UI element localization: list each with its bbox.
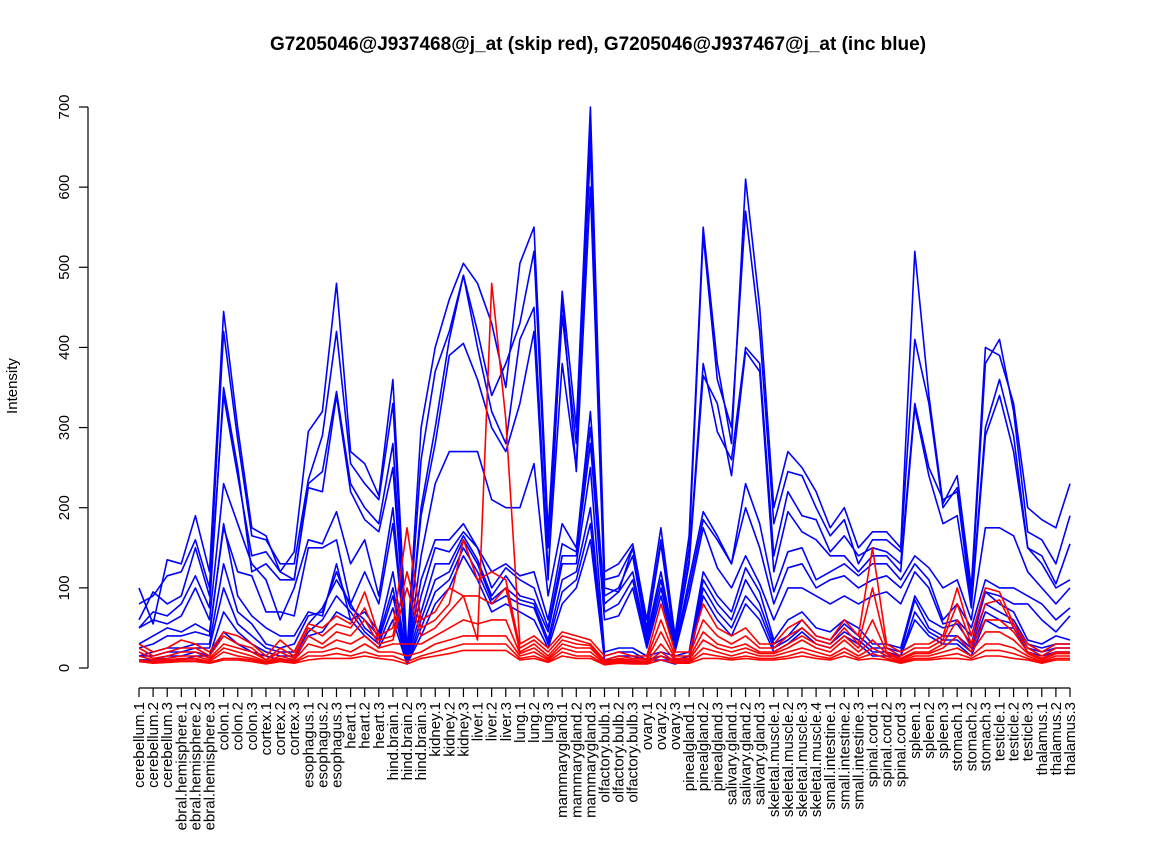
x-tick-label: hind.brain.2 [399, 702, 416, 780]
x-tick-label: skeletal.muscle.3 [794, 702, 811, 817]
x-tick-label: kidney.1 [427, 702, 444, 757]
x-tick-label: mammarygland.2 [568, 702, 585, 818]
x-tick-label: thalamus.3 [1062, 702, 1079, 775]
x-tick-label: spinal.cord.3 [893, 702, 910, 787]
x-tick-label: cortex.3 [286, 702, 303, 755]
x-tick-label: heart.2 [357, 702, 374, 749]
x-tick-label: colon.3 [244, 702, 261, 750]
x-tick-label: stomach.1 [949, 702, 966, 771]
x-tick-label: colon.1 [216, 702, 233, 750]
x-axis: cerebellum.1cerebellum.2cerebellum.3ebra… [131, 687, 1079, 830]
x-tick-label: ovary.1 [639, 702, 656, 750]
x-tick-label: spleen.3 [935, 702, 952, 759]
inc-blue-series-line-6 [138, 426, 1071, 661]
x-tick-label: testicle.2 [1006, 702, 1023, 761]
x-tick-label: ovary.2 [653, 702, 670, 750]
series-layer [138, 106, 1071, 666]
x-tick-label: salivary.gland.1 [724, 702, 741, 805]
y-axis: 0 100 200 300 400 500 600 700 [56, 94, 89, 672]
x-tick-label: ebral.hemisphere.2 [187, 702, 204, 830]
x-tick-label: cerebellum.3 [159, 702, 176, 788]
x-tick-label: salivary.gland.2 [738, 702, 755, 805]
x-tick-label: esophagus.3 [329, 702, 346, 788]
x-tick-label: cortex.2 [272, 702, 289, 755]
x-tick-label: olfactory.bulb.2 [611, 702, 628, 803]
y-axis-label: Intensity [4, 358, 21, 414]
x-tick-label: cortex.1 [258, 702, 275, 755]
x-tick-label: spleen.2 [921, 702, 938, 759]
x-tick-label: hind.brain.1 [385, 702, 402, 780]
x-tick-label: small.intestine.1 [822, 702, 839, 810]
y-tick-label: 100 [56, 575, 73, 600]
chart-title: G7205046@J937468@j_at (skip red), G72050… [270, 34, 926, 55]
x-tick-label: cerebellum.2 [145, 702, 162, 788]
x-tick-label: skeletal.muscle.4 [808, 702, 825, 817]
x-tick-label: testicle.3 [1020, 702, 1037, 761]
skip-red-series-line-12 [138, 282, 1070, 657]
x-tick-label: spleen.1 [907, 702, 924, 759]
x-tick-label: kidney.2 [441, 702, 458, 757]
x-tick-label: salivary.gland.3 [752, 702, 769, 805]
x-tick-label: mammarygland.1 [554, 702, 571, 818]
x-tick-label: stomach.3 [977, 702, 994, 771]
x-tick-label: esophagus.1 [300, 702, 317, 788]
x-tick-label: cerebellum.1 [131, 702, 148, 788]
x-tick-label: testicle.1 [992, 702, 1009, 761]
x-tick-label: stomach.2 [963, 702, 980, 771]
y-tick-label: 600 [56, 175, 73, 200]
x-tick-label: ebral.hemisphere.1 [173, 702, 190, 830]
x-tick-label: kidney.3 [455, 702, 472, 757]
x-tick-label: spinal.cord.1 [865, 702, 882, 787]
y-tick-label: 300 [56, 415, 73, 440]
x-tick-label: colon.2 [230, 702, 247, 750]
x-tick-label: ebral.hemisphere.3 [202, 702, 219, 830]
x-tick-label: thalamus.1 [1034, 702, 1051, 775]
x-tick-label: pinealgland.2 [695, 702, 712, 791]
x-tick-label: olfactory.bulb.1 [597, 702, 614, 803]
inc-blue-series-line-7 [138, 442, 1071, 661]
x-tick-label: thalamus.2 [1048, 702, 1065, 775]
x-tick-label: esophagus.2 [314, 702, 331, 788]
x-tick-label: liver.1 [470, 702, 487, 741]
x-tick-label: lung.3 [540, 702, 557, 743]
skip-red-series-line-13 [138, 538, 1070, 661]
y-tick-label: 700 [56, 94, 73, 119]
x-tick-label: hind.brain.3 [413, 702, 430, 780]
y-tick-label: 200 [56, 495, 73, 520]
x-tick-label: mammarygland.3 [582, 702, 599, 818]
x-tick-label: heart.3 [371, 702, 388, 749]
x-tick-label: small.intestine.3 [850, 702, 867, 810]
x-tick-label: lung.2 [526, 702, 543, 743]
inc-blue-series-line-4 [138, 186, 1071, 661]
x-tick-label: skeletal.muscle.1 [766, 702, 783, 817]
y-tick-label: 0 [56, 664, 73, 672]
x-tick-label: olfactory.bulb.3 [625, 702, 642, 803]
x-tick-label: spinal.cord.2 [879, 702, 896, 787]
x-tick-label: small.intestine.2 [836, 702, 853, 810]
skip-red-series-line-18 [138, 649, 1070, 666]
x-tick-label: pinealgland.3 [709, 702, 726, 791]
x-tick-label: pinealgland.1 [681, 702, 698, 791]
y-tick-label: 400 [56, 335, 73, 360]
inc-blue-series-line-5 [138, 410, 1071, 661]
x-tick-label: skeletal.muscle.2 [780, 702, 797, 817]
x-tick-label: liver.2 [484, 702, 501, 741]
x-tick-label: liver.3 [498, 702, 515, 741]
y-tick-label: 500 [56, 255, 73, 280]
x-tick-label: ovary.3 [667, 702, 684, 750]
x-tick-label: heart.1 [343, 702, 360, 749]
x-tick-label: lung.1 [512, 702, 529, 743]
